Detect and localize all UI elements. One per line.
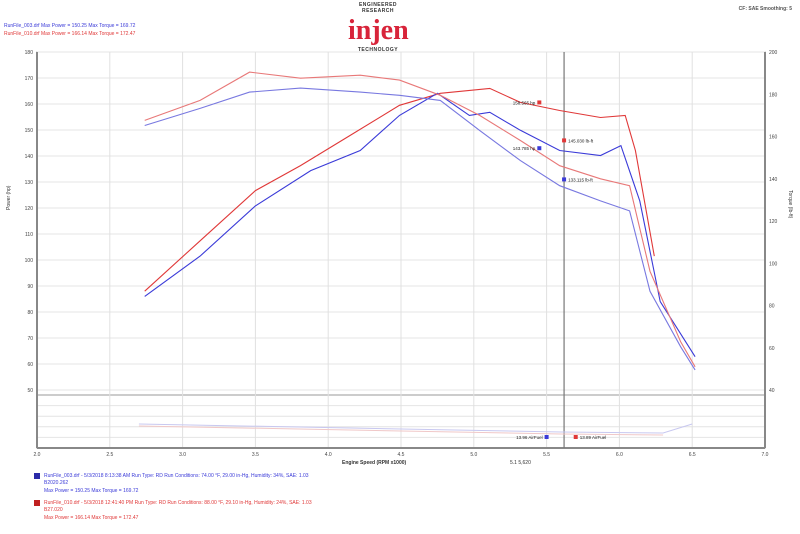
logo-text: injen <box>348 15 409 46</box>
y2-tick-label: 200 <box>769 50 778 56</box>
annotation-label: 143.785 hp <box>513 146 536 151</box>
cursor-label: 5.1 5,620 <box>510 460 531 466</box>
x-tick-label: 3.5 <box>252 452 259 458</box>
x-tick-label: 7.0 <box>762 452 769 458</box>
x-tick-label: 4.0 <box>325 452 332 458</box>
y2-tick-label: 180 <box>769 92 778 98</box>
y-axis-label: Power (hp) <box>6 185 12 210</box>
x-tick-label: 6.0 <box>616 452 623 458</box>
run1-max: Max Power = 150.25 Max Torque = 169.72 <box>44 488 139 494</box>
run2-max: Max Power = 166.14 Max Torque = 172.47 <box>44 515 139 521</box>
y2-tick-label: 80 <box>769 304 775 310</box>
x-tick-label: 5.5 <box>543 452 550 458</box>
x-tick-label: 6.5 <box>689 452 696 458</box>
annotation-label: 13.96 AirFuel <box>516 435 543 440</box>
y-tick-label: 170 <box>25 76 34 82</box>
y2-tick-label: 40 <box>769 388 775 394</box>
y2-tick-label: 60 <box>769 346 775 352</box>
x-tick-label: 2.0 <box>34 452 41 458</box>
series-line-3 <box>144 71 696 368</box>
series-line-4 <box>144 87 696 371</box>
run2-id: B27.020 <box>44 507 63 513</box>
series-line-2 <box>144 92 696 357</box>
annotation-marker <box>544 435 549 439</box>
annotation-label: 133.115 lb-ft <box>568 177 593 182</box>
annotation-marker <box>573 435 578 439</box>
y2-axis-label: Torque (lb-ft) <box>787 190 793 219</box>
y-tick-label: 60 <box>27 362 33 368</box>
run2-swatch <box>34 500 40 506</box>
y-tick-label: 160 <box>25 102 34 108</box>
y2-tick-label: 120 <box>769 219 778 225</box>
y-tick-label: 80 <box>27 310 33 316</box>
run1-id: B2020.262 <box>44 480 69 486</box>
y-tick-label: 110 <box>25 232 33 238</box>
run1-info: RunFile_003.drf - 5/3/2018 8:13:38 AM Ru… <box>44 473 309 479</box>
annotation-label: 158.565 hp <box>513 100 536 105</box>
x-tick-label: 4.5 <box>398 452 405 458</box>
y2-tick-label: 100 <box>769 261 778 267</box>
annotation-marker <box>562 138 567 143</box>
y-tick-label: 180 <box>25 50 34 56</box>
x-tick-label: 3.0 <box>179 452 186 458</box>
lower-series-line <box>138 423 693 434</box>
logo-subtext: TECHNOLOGY <box>357 47 399 53</box>
y-tick-label: 70 <box>27 336 33 342</box>
x-tick-label: 5.0 <box>470 452 477 458</box>
y-tick-label: 130 <box>25 180 34 186</box>
y-tick-label: 50 <box>27 388 33 394</box>
run2-info: RunFile_010.drf - 5/3/2018 12:41:40 PM R… <box>44 500 312 506</box>
y-tick-label: 140 <box>25 154 34 160</box>
x-tick-label: 2.5 <box>106 452 113 458</box>
annotation-marker <box>562 177 567 182</box>
y2-tick-label: 160 <box>769 135 778 141</box>
run1-swatch <box>34 473 40 479</box>
injen-logo: ENGINEERED RESEARCH injen TECHNOLOGY <box>348 2 409 53</box>
series-line-1 <box>144 87 655 292</box>
smoothing-label: CF: SAE Smoothing: 5 <box>738 6 792 12</box>
annotation-label: 145.030 lb-ft <box>568 138 594 143</box>
y-tick-label: 120 <box>25 206 34 212</box>
x-axis-label: Engine Speed (RPM x1000) <box>342 460 407 466</box>
annotation-label: 13.89 AirFuel <box>580 435 607 440</box>
y2-tick-label: 140 <box>769 177 778 183</box>
lower-series-line <box>138 425 664 436</box>
y-tick-label: 100 <box>25 258 34 264</box>
legend-run1: RunFile_003.drf Max Power = 150.25 Max T… <box>4 23 136 29</box>
y-tick-label: 150 <box>25 128 34 134</box>
logo-tagline: ENGINEERED RESEARCH <box>358 2 398 14</box>
annotation-marker <box>537 146 542 151</box>
annotation-marker <box>537 100 542 105</box>
legend-run2: RunFile_010.drf Max Power = 166.14 Max T… <box>4 31 136 37</box>
y-tick-label: 90 <box>27 284 33 290</box>
